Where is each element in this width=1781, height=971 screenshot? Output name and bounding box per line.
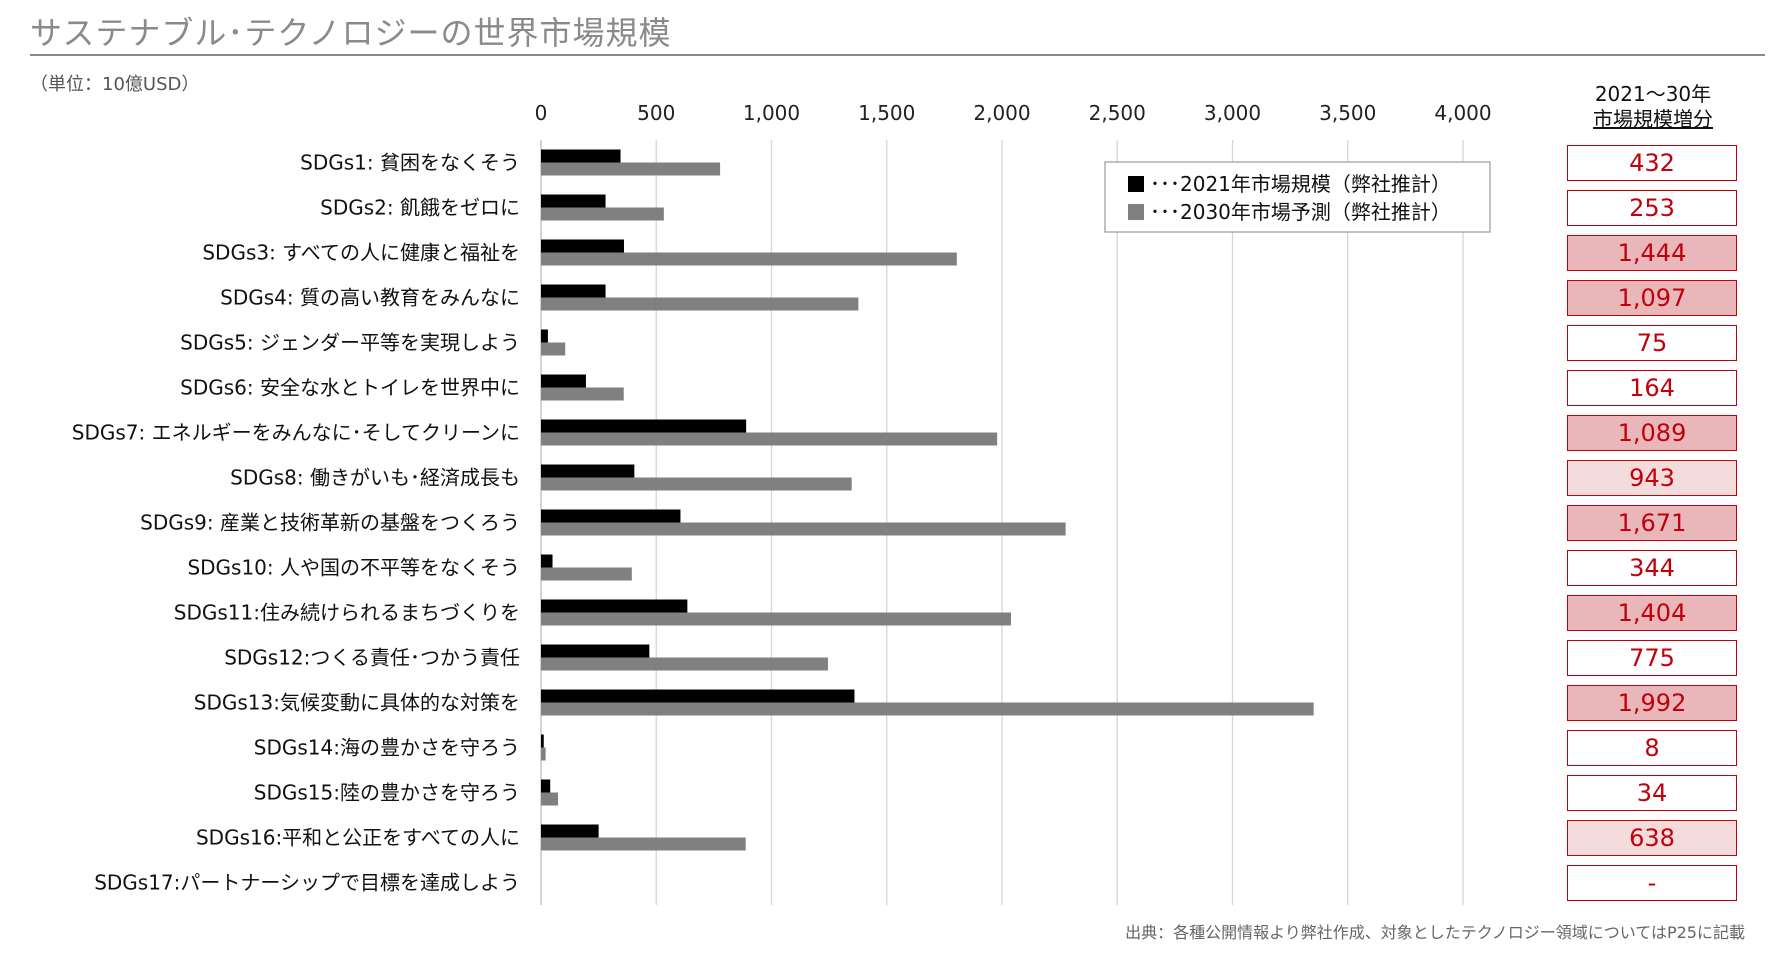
bar-2030: [541, 657, 828, 671]
category-label: SDGs16:平和と公正をすべての人に: [196, 826, 520, 850]
page-title: サステナブル･テクノロジーの世界市場規模: [30, 14, 672, 52]
category-label: SDGs9: 産業と技術革新の基盤をつくろう: [140, 511, 520, 535]
bar-2021: [541, 509, 681, 523]
increase-value-box: 775: [1567, 639, 1737, 676]
bar-2030: [541, 297, 859, 311]
category-label: SDGs7: エネルギーをみんなに･そしてクリーンに: [72, 421, 520, 445]
category-label: SDGs4: 質の高い教育をみんなに: [220, 286, 520, 310]
increase-value-box: 638: [1567, 819, 1737, 856]
category-label: SDGs8: 働きがいも･経済成長も: [230, 466, 520, 490]
bar-2021: [541, 149, 621, 163]
increase-header-line1: 2021～30年: [1594, 82, 1712, 106]
bar-2021: [541, 194, 606, 208]
category-label: SDGs13:気候変動に具体的な対策を: [194, 691, 520, 715]
bar-2021: [541, 599, 688, 613]
bar-2021: [541, 374, 586, 388]
unit-note: （単位：10億USD）: [30, 74, 200, 95]
bar-2021: [541, 554, 553, 568]
bar-2021: [541, 689, 855, 703]
increase-value-box: 1,992: [1567, 684, 1737, 721]
x-tick-label: 2,500: [1089, 101, 1146, 125]
x-tick-label: 3,500: [1319, 101, 1376, 125]
increase-header-line2: 市場規模増分: [1593, 107, 1713, 131]
bar-2030: [541, 387, 624, 401]
category-label: SDGs1: 貧困をなくそう: [300, 151, 520, 175]
bar-2030: [541, 612, 1011, 626]
bar-2021: [541, 644, 650, 658]
x-tick-labels: 0 500 1,000 1,500 2,000 2,500 3,000 3,500 4,000: [535, 101, 1492, 125]
category-labels: SDGs1: 貧困をなくそう SDGs2: 飢餓をゼロに SDGs3: すべての人に…: [72, 151, 520, 895]
bar-2030: [541, 747, 546, 761]
increase-value-box: 344: [1567, 549, 1737, 586]
legend-label-2021: ･･･2021年市場規模（弊社推計）: [1150, 172, 1451, 196]
bar-2021: [541, 239, 624, 253]
category-label: SDGs3: すべての人に健康と福祉を: [202, 241, 520, 265]
x-tick-label: 1,000: [743, 101, 800, 125]
x-tick-label: 2,000: [973, 101, 1030, 125]
bar-2030: [541, 207, 664, 221]
increase-value-box: 943: [1567, 459, 1737, 496]
increase-value-box: 253: [1567, 189, 1737, 226]
category-label: SDGs2: 飢餓をゼロに: [320, 196, 520, 220]
category-label: SDGs10: 人や国の不平等をなくそう: [187, 556, 520, 580]
x-tick-label: 3,000: [1204, 101, 1261, 125]
bar-2021: [541, 464, 635, 478]
source-note: 出典：各種公開情報より弊社作成、対象としたテクノロジー領域についてはP25に記載: [1125, 923, 1745, 942]
bar-2030: [541, 477, 852, 491]
bar-2021: [541, 779, 551, 793]
legend-label-2030: ･･･2030年市場予測（弊社推計）: [1150, 200, 1451, 224]
bar-2030: [541, 522, 1066, 536]
bar-2030: [541, 702, 1314, 716]
x-tick-label: 1,500: [858, 101, 915, 125]
bar-2030: [541, 162, 721, 176]
increase-value-box: 1,444: [1567, 234, 1737, 271]
title-divider: [30, 54, 1765, 56]
category-label: SDGs11:住み続けられるまちづくりを: [174, 601, 520, 625]
bars: [541, 149, 1314, 851]
increase-value-box: 1,097: [1567, 279, 1737, 316]
increase-value-box: 8: [1567, 729, 1737, 766]
legend-swatch-2021: [1128, 176, 1144, 192]
bar-2021: [541, 824, 599, 838]
increase-value-box: 1,671: [1567, 504, 1737, 541]
bar-2030: [541, 342, 566, 356]
legend: ･･･2021年市場規模（弊社推計） ･･･2030年市場予測（弊社推計）: [1104, 161, 1491, 233]
bar-2021: [541, 419, 747, 433]
x-tick-label: 500: [637, 101, 675, 125]
legend-frame: [1104, 161, 1491, 233]
bar-2021: [541, 329, 548, 343]
bar-2030: [541, 837, 746, 851]
x-tick-label: 0: [535, 101, 548, 125]
legend-swatch-2030: [1128, 204, 1144, 220]
increase-value-box: 1,089: [1567, 414, 1737, 451]
x-tick-label: 4,000: [1434, 101, 1491, 125]
category-label: SDGs15:陸の豊かさを守ろう: [254, 781, 520, 805]
bar-2030: [541, 252, 957, 266]
increase-value-box: 1,404: [1567, 594, 1737, 631]
increase-value-box: 34: [1567, 774, 1737, 811]
category-label: SDGs17:パートナーシップで目標を達成しよう: [94, 871, 520, 895]
category-label: SDGs14:海の豊かさを守ろう: [254, 736, 520, 760]
bar-2030: [541, 567, 632, 581]
increase-value-box: 75: [1567, 324, 1737, 361]
bar-2030: [541, 792, 559, 806]
bar-2030: [541, 432, 998, 446]
increase-value-box: 432: [1567, 144, 1737, 181]
bar-2021: [541, 284, 606, 298]
category-label: SDGs6: 安全な水とトイレを世界中に: [180, 376, 520, 400]
bar-2021: [541, 734, 544, 748]
category-label: SDGs5: ジェンダー平等を実現しよう: [180, 331, 520, 355]
increase-header: 2021～30年 市場規模増分: [1567, 82, 1739, 132]
increase-value-box: 164: [1567, 369, 1737, 406]
category-label: SDGs12:つくる責任･つかう責任: [224, 646, 520, 670]
increase-value-box: -: [1567, 864, 1737, 901]
